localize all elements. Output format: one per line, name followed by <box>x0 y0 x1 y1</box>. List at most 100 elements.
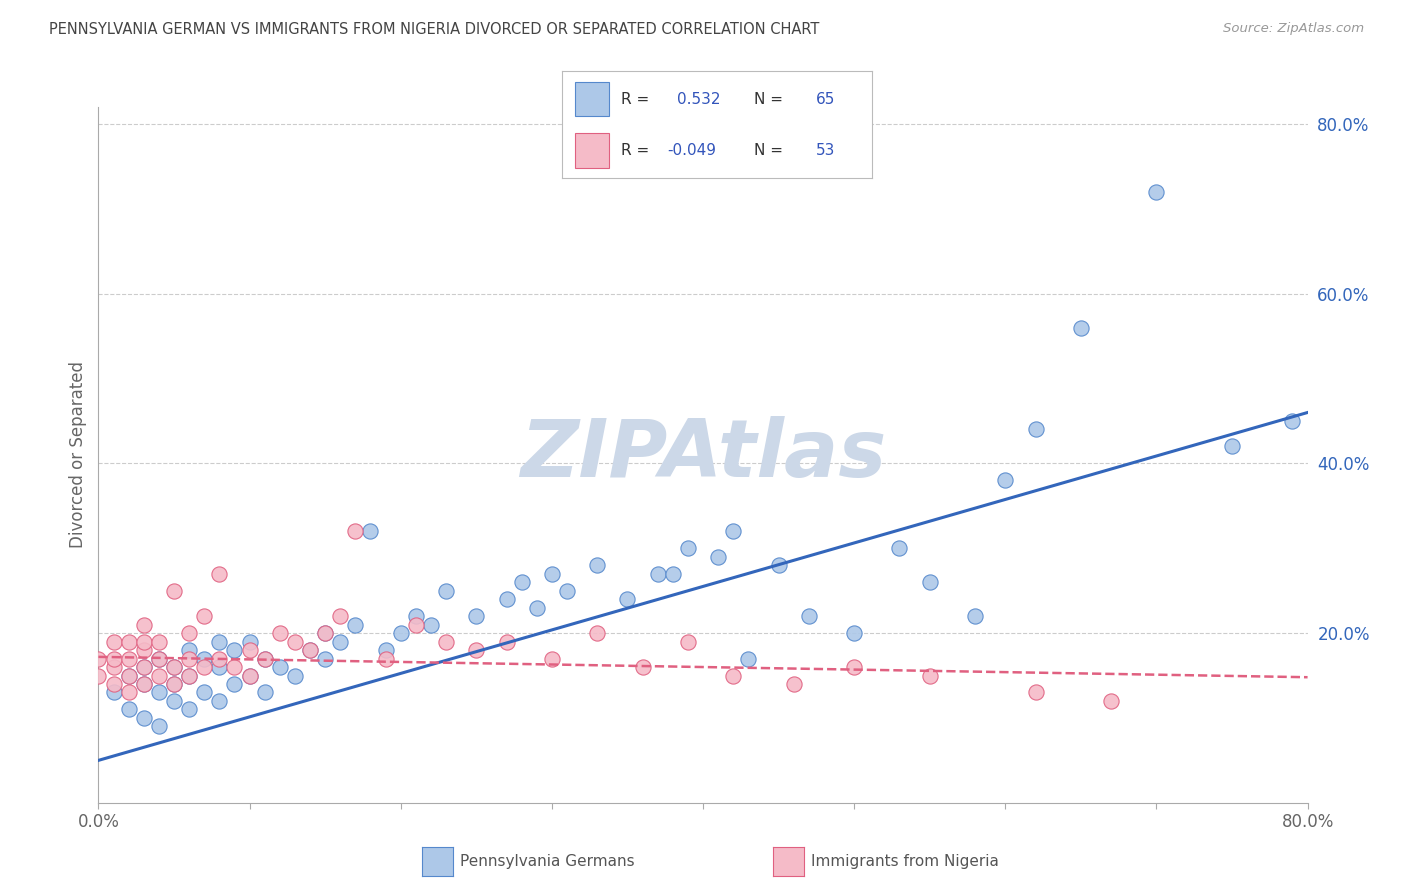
Text: Immigrants from Nigeria: Immigrants from Nigeria <box>811 855 1000 869</box>
Point <box>1099 694 1122 708</box>
Point <box>118 668 141 682</box>
Point <box>132 660 155 674</box>
Point <box>179 668 201 682</box>
Point <box>1024 685 1046 699</box>
Point <box>647 566 669 581</box>
Point <box>132 617 155 632</box>
Point <box>1070 320 1092 334</box>
Point <box>148 651 170 665</box>
Point <box>1220 439 1243 453</box>
Point <box>208 694 231 708</box>
Point <box>148 651 170 665</box>
Point <box>132 677 155 691</box>
Point <box>239 634 262 648</box>
Point <box>118 668 141 682</box>
Point <box>768 558 790 573</box>
Point <box>269 626 291 640</box>
Point <box>179 702 201 716</box>
Point <box>344 524 367 539</box>
Text: N =: N = <box>754 143 783 158</box>
Point <box>179 626 201 640</box>
Text: Pennsylvania Germans: Pennsylvania Germans <box>460 855 634 869</box>
Point <box>224 677 246 691</box>
Point <box>844 626 866 640</box>
Point <box>844 660 866 674</box>
Point <box>103 634 125 648</box>
Point <box>420 617 443 632</box>
Point <box>707 549 730 564</box>
Point <box>239 643 262 657</box>
Point <box>737 651 759 665</box>
Point <box>103 677 125 691</box>
Point <box>329 634 352 648</box>
Point <box>586 626 609 640</box>
Point <box>495 592 517 607</box>
Point <box>284 668 307 682</box>
Point <box>163 694 186 708</box>
Point <box>87 668 110 682</box>
Text: ZIPAtlas: ZIPAtlas <box>520 416 886 494</box>
Point <box>495 634 517 648</box>
Point <box>526 600 548 615</box>
Point <box>314 626 336 640</box>
Point <box>299 643 322 657</box>
Text: Source: ZipAtlas.com: Source: ZipAtlas.com <box>1223 22 1364 36</box>
Point <box>994 474 1017 488</box>
Point <box>132 677 155 691</box>
Text: PENNSYLVANIA GERMAN VS IMMIGRANTS FROM NIGERIA DIVORCED OR SEPARATED CORRELATION: PENNSYLVANIA GERMAN VS IMMIGRANTS FROM N… <box>49 22 820 37</box>
Point <box>224 660 246 674</box>
Text: 53: 53 <box>815 143 835 158</box>
Text: 65: 65 <box>815 92 835 107</box>
Point <box>434 634 457 648</box>
Point <box>163 677 186 691</box>
Point <box>616 592 638 607</box>
Text: R =: R = <box>621 143 650 158</box>
Point <box>723 668 745 682</box>
Text: 0.532: 0.532 <box>676 92 720 107</box>
Point <box>1024 422 1046 436</box>
Point <box>918 668 941 682</box>
Point <box>208 651 231 665</box>
Point <box>253 651 276 665</box>
Point <box>253 651 276 665</box>
Point <box>374 643 396 657</box>
Point <box>434 583 457 598</box>
Point <box>389 626 412 640</box>
Point <box>510 575 533 590</box>
Point <box>193 685 215 699</box>
Point <box>284 634 307 648</box>
Y-axis label: Divorced or Separated: Divorced or Separated <box>69 361 87 549</box>
Point <box>783 677 806 691</box>
Text: R =: R = <box>621 92 650 107</box>
Point <box>676 634 699 648</box>
Point <box>239 668 262 682</box>
Point <box>132 711 155 725</box>
Point <box>208 566 231 581</box>
Bar <box>575 134 609 168</box>
Point <box>676 541 699 556</box>
Point <box>1144 185 1167 199</box>
Point <box>163 677 186 691</box>
Text: N =: N = <box>754 92 783 107</box>
Point <box>103 651 125 665</box>
Point <box>179 643 201 657</box>
Point <box>224 643 246 657</box>
Point <box>118 685 141 699</box>
Point <box>329 609 352 624</box>
Point <box>299 643 322 657</box>
Point <box>918 575 941 590</box>
Point <box>148 668 170 682</box>
Point <box>360 524 382 539</box>
Point <box>889 541 911 556</box>
Point <box>314 626 336 640</box>
Point <box>163 583 186 598</box>
Point <box>965 609 987 624</box>
Point <box>631 660 654 674</box>
Point <box>132 660 155 674</box>
Point <box>540 651 562 665</box>
Point <box>1281 414 1303 428</box>
Point <box>179 651 201 665</box>
Bar <box>575 82 609 116</box>
Point <box>374 651 396 665</box>
Point <box>118 702 141 716</box>
